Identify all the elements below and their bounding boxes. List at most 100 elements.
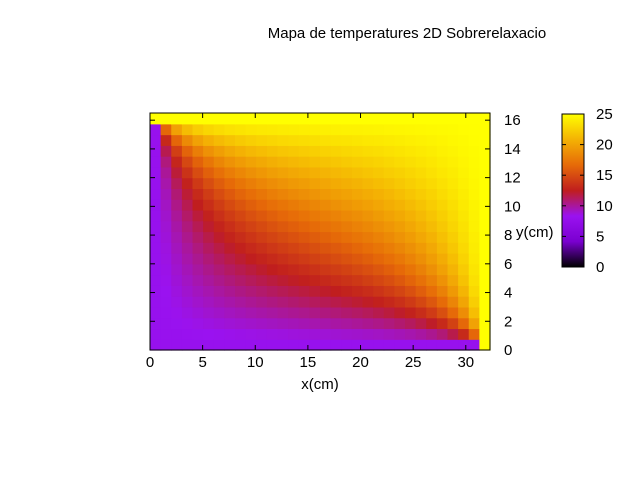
heatmap-cell <box>277 156 289 168</box>
heatmap-cell <box>458 306 470 319</box>
heatmap-cell <box>298 209 310 222</box>
heatmap-cell <box>330 339 342 351</box>
heatmap-cell <box>383 113 395 125</box>
heatmap-cell <box>341 209 353 222</box>
heatmap-cell <box>405 145 417 157</box>
heatmap-cell <box>288 156 300 168</box>
heatmap-cell <box>203 220 215 233</box>
heatmap-cell <box>426 220 438 233</box>
heatmap-cell <box>298 339 310 351</box>
heatmap-cell <box>479 317 491 330</box>
heatmap-cell <box>171 209 183 222</box>
heatmap-cell <box>373 188 385 200</box>
heatmap-cell <box>288 188 300 200</box>
heatmap-cell <box>479 274 491 286</box>
heatmap-cell <box>373 317 385 330</box>
colorbar-tick-label: 15 <box>596 167 613 184</box>
heatmap-cell <box>245 145 257 157</box>
heatmap-cell <box>405 166 417 179</box>
heatmap-cell <box>298 285 310 297</box>
heatmap-cell <box>277 296 289 308</box>
heatmap-cell <box>277 231 289 243</box>
heatmap-cell <box>160 306 172 319</box>
heatmap-cell <box>309 339 321 351</box>
heatmap-cell <box>298 156 310 168</box>
heatmap-cell <box>394 166 406 179</box>
heatmap-cell <box>150 263 162 276</box>
heatmap-cell <box>447 188 459 200</box>
heatmap-cell <box>436 231 449 243</box>
heatmap-cell <box>266 231 279 243</box>
heatmap-cell <box>256 156 268 168</box>
heatmap-cell <box>203 274 215 286</box>
heatmap-cell <box>181 145 194 157</box>
heatmap-cell <box>394 253 406 265</box>
heatmap-cell <box>415 166 427 179</box>
heatmap-cell <box>341 306 353 319</box>
heatmap-cell <box>192 134 204 146</box>
heatmap-cell <box>288 220 300 233</box>
heatmap-cell <box>415 339 427 351</box>
heatmap-cell <box>447 328 459 340</box>
heatmap-cell <box>468 134 480 146</box>
heatmap-cell <box>192 188 204 200</box>
heatmap-cell <box>458 134 470 146</box>
colorbar-tick-label: 5 <box>596 228 604 245</box>
heatmap-cell <box>341 188 353 200</box>
heatmap-cell <box>394 231 406 243</box>
heatmap-cell <box>447 317 459 330</box>
heatmap-cell <box>171 188 183 200</box>
heatmap-cell <box>330 231 342 243</box>
y-tick-label: 0 <box>504 342 512 359</box>
heatmap-cell <box>235 253 247 265</box>
heatmap-cell <box>192 296 204 308</box>
heatmap-cell <box>447 263 459 276</box>
heatmap-cell <box>351 263 364 276</box>
heatmap-cell <box>288 285 300 297</box>
heatmap-cell <box>330 166 342 179</box>
heatmap-cell <box>203 209 215 222</box>
heatmap-cell <box>320 220 332 233</box>
heatmap-cell <box>213 285 225 297</box>
heatmap-cell <box>277 253 289 265</box>
heatmap-cell <box>436 188 449 200</box>
heatmap-cell <box>351 123 364 136</box>
heatmap-cell <box>468 306 480 319</box>
heatmap-cell <box>171 253 183 265</box>
heatmap-cell <box>426 242 438 254</box>
heatmap-cell <box>224 134 236 146</box>
heatmap-cell <box>235 209 247 222</box>
heatmap-cell <box>394 177 406 190</box>
heatmap-cell <box>362 339 374 351</box>
heatmap-cell <box>479 123 491 136</box>
heatmap-cell <box>373 209 385 222</box>
heatmap-cell <box>213 177 225 190</box>
heatmap-cell <box>447 145 459 157</box>
heatmap-cell <box>203 188 215 200</box>
heatmap-cell <box>288 113 300 125</box>
heatmap-cell <box>203 242 215 254</box>
heatmap-cell <box>224 263 236 276</box>
heatmap-cell <box>309 285 321 297</box>
heatmap-cell <box>479 328 491 340</box>
heatmap-cell <box>351 113 364 125</box>
heatmap-cell <box>160 209 172 222</box>
heatmap-cell <box>415 231 427 243</box>
heatmap-cell <box>351 274 364 286</box>
heatmap-cell <box>415 306 427 319</box>
heatmap-cell <box>192 328 204 340</box>
heatmap-cell <box>256 134 268 146</box>
heatmap-cell <box>309 188 321 200</box>
heatmap-cell <box>245 253 257 265</box>
heatmap-cell <box>192 339 204 351</box>
heatmap-cell <box>150 231 162 243</box>
heatmap-cell <box>468 166 480 179</box>
colorbar <box>561 113 585 268</box>
heatmap-cell <box>192 253 204 265</box>
heatmap-cell <box>213 220 225 233</box>
heatmap-cell <box>224 231 236 243</box>
heatmap-cell <box>330 285 342 297</box>
heatmap-cell <box>181 199 194 211</box>
heatmap-cell <box>320 134 332 146</box>
heatmap-cell <box>181 134 194 146</box>
